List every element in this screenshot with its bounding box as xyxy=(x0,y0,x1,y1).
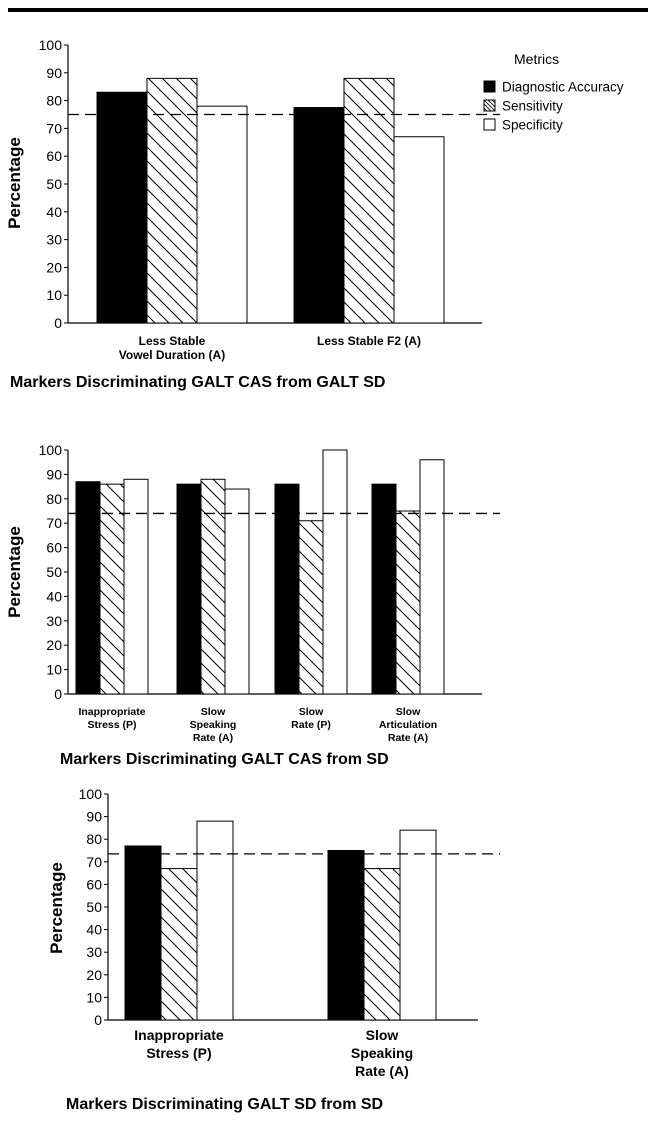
category-label: Vowel Duration (A) xyxy=(119,348,225,362)
chart-title: Markers Discriminating GALT SD from SD xyxy=(66,1096,383,1113)
y-tick-label: 90 xyxy=(46,466,62,482)
bar-sensitivity xyxy=(343,77,395,324)
bar-diagnostic-accuracy xyxy=(293,107,345,324)
legend: Metrics Diagnostic Accuracy Sensitivity Spe… xyxy=(483,51,624,133)
bar-diagnostic-accuracy xyxy=(96,91,148,324)
y-tick-label: 80 xyxy=(46,491,62,507)
legend-swatch xyxy=(483,80,496,93)
y-tick-label: 40 xyxy=(46,204,62,220)
legend-swatch xyxy=(483,99,496,112)
y-tick-label: 10 xyxy=(46,662,62,678)
category-label: Inappropriate xyxy=(134,1027,224,1043)
y-tick-label: 10 xyxy=(46,287,62,303)
bar-diagnostic-accuracy xyxy=(176,483,202,695)
bar-specificity xyxy=(419,459,445,695)
y-tick-label: 80 xyxy=(46,93,62,109)
bar-diagnostic-accuracy xyxy=(327,850,365,1021)
category-label: Speaking xyxy=(190,719,237,731)
y-tick-label: 40 xyxy=(46,588,62,604)
y-axis-label: Percentage xyxy=(5,137,24,229)
chart-2: 0 10 20 30 40 50 60 70 80 90 100 Percentage Inapprop… xyxy=(5,442,500,768)
bar-sensitivity xyxy=(363,868,401,1021)
y-tick-label: 30 xyxy=(46,232,62,248)
y-tick-label: 20 xyxy=(86,967,102,983)
y-tick-label: 10 xyxy=(86,989,102,1005)
y-tick-label: 90 xyxy=(46,65,62,81)
y-tick-label: 0 xyxy=(94,1012,102,1028)
category-label: Articulation xyxy=(379,719,437,731)
bar-diagnostic-accuracy xyxy=(124,845,162,1021)
bar-specificity xyxy=(123,478,149,695)
y-tick-label: 0 xyxy=(54,686,62,702)
category-label: Rate (A) xyxy=(388,732,428,744)
y-tick-label: 60 xyxy=(46,148,62,164)
chart-3: 0 10 20 30 40 50 60 70 80 90 100 Percentage Inapprop… xyxy=(47,786,500,1113)
category-label: Slow xyxy=(396,706,421,718)
y-axis-label: Percentage xyxy=(47,862,66,954)
legend-title: Metrics xyxy=(514,51,559,67)
y-tick-label: 70 xyxy=(46,120,62,136)
category-label: Stress (P) xyxy=(87,719,136,731)
y-tick-label: 70 xyxy=(46,515,62,531)
y-tick-label: 50 xyxy=(46,564,62,580)
category-label: Less Stable xyxy=(139,334,206,348)
chart-1: 0 10 20 30 40 50 60 70 80 90 100 Percentage Less Sta… xyxy=(5,37,500,391)
y-tick-label: 90 xyxy=(86,809,102,825)
bar-specificity xyxy=(196,105,248,324)
bar-sensitivity xyxy=(160,868,198,1021)
bar-sensitivity xyxy=(99,483,125,695)
bar-specificity xyxy=(196,820,234,1021)
bar-specificity xyxy=(322,449,348,695)
chart-title: Markers Discriminating GALT CAS from GAL… xyxy=(10,374,385,391)
legend-item-label: Diagnostic Accuracy xyxy=(502,80,624,95)
bar-specificity xyxy=(393,136,445,324)
y-tick-label: 0 xyxy=(54,315,62,331)
chart-title: Markers Discriminating GALT CAS from SD xyxy=(60,751,389,768)
y-tick-label: 60 xyxy=(46,540,62,556)
y-tick-label: 100 xyxy=(79,786,103,802)
bar-sensitivity xyxy=(200,478,226,695)
legend-swatch xyxy=(483,118,496,131)
y-tick-label: 70 xyxy=(86,854,102,870)
y-tick-label: 50 xyxy=(46,176,62,192)
y-tick-label: 80 xyxy=(86,831,102,847)
y-tick-label: 30 xyxy=(46,613,62,629)
category-label: Rate (A) xyxy=(193,732,233,744)
bar-diagnostic-accuracy xyxy=(371,483,397,695)
y-tick-label: 100 xyxy=(39,37,63,53)
category-label: Rate (P) xyxy=(291,719,331,731)
y-tick-label: 40 xyxy=(86,922,102,938)
top-rule xyxy=(8,8,648,12)
legend-item-label: Specificity xyxy=(502,118,563,133)
category-label: Less Stable F2 (A) xyxy=(317,334,421,348)
legend-item-label: Sensitivity xyxy=(502,99,563,114)
y-axis-label: Percentage xyxy=(5,526,24,618)
bar-sensitivity xyxy=(146,77,198,324)
bar-sensitivity xyxy=(298,520,324,695)
category-label: Slow xyxy=(366,1027,399,1043)
bar-diagnostic-accuracy xyxy=(274,483,300,695)
category-label: Rate (A) xyxy=(355,1063,409,1079)
y-tick-label: 20 xyxy=(46,259,62,275)
y-tick-label: 100 xyxy=(39,442,63,458)
category-label: Stress (P) xyxy=(146,1045,211,1061)
y-tick-label: 50 xyxy=(86,899,102,915)
bar-specificity xyxy=(399,829,437,1021)
category-label: Slow xyxy=(299,706,324,718)
y-tick-label: 20 xyxy=(46,637,62,653)
category-label: Speaking xyxy=(351,1045,413,1061)
category-label: Slow xyxy=(201,706,226,718)
y-tick-label: 60 xyxy=(86,876,102,892)
y-tick-label: 30 xyxy=(86,944,102,960)
bar-sensitivity xyxy=(395,510,421,695)
bar-specificity xyxy=(224,488,250,695)
bar-diagnostic-accuracy xyxy=(75,481,101,695)
category-label: Inappropriate xyxy=(78,706,145,718)
